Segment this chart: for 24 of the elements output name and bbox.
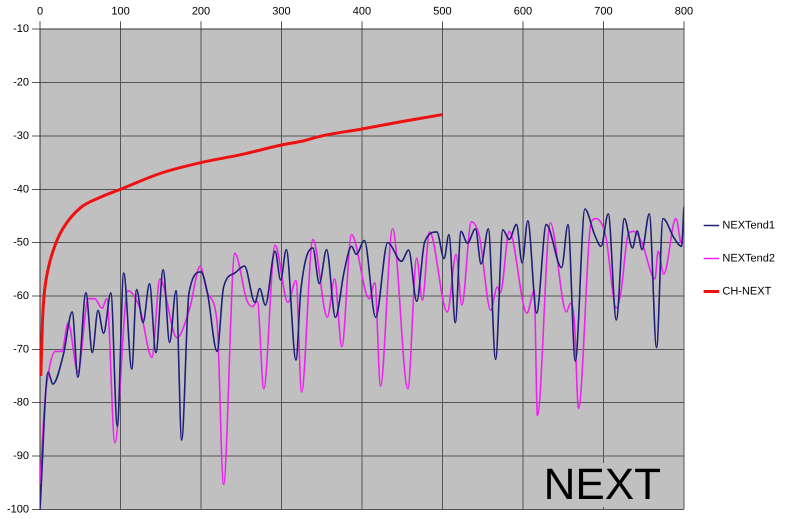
line-series xyxy=(40,113,444,378)
y-tick-label: -30 xyxy=(13,130,30,142)
x-tick-label: 300 xyxy=(272,6,291,18)
legend-label: CH-NEXT xyxy=(722,286,772,298)
x-tick-label: 500 xyxy=(433,6,452,18)
y-tick-label: -80 xyxy=(13,396,30,409)
x-tick-label: 200 xyxy=(192,6,210,18)
legend-label: NEXTend2 xyxy=(722,252,776,265)
x-tick-label: 100 xyxy=(111,6,130,18)
y-tick-label: -90 xyxy=(13,450,30,462)
x-tick-label: 800 xyxy=(674,6,694,18)
y-tick-label: -40 xyxy=(13,183,30,196)
x-tick-label: 400 xyxy=(352,6,372,18)
y-tick-label: -20 xyxy=(13,76,30,89)
y-tick-label: -100 xyxy=(6,503,30,516)
y-tick-label: -70 xyxy=(13,343,30,356)
y-tick-label: -50 xyxy=(13,236,30,249)
legend-label: NEXTend1 xyxy=(722,220,776,232)
y-tick-label: -60 xyxy=(13,290,30,302)
x-tick-label: 0 xyxy=(36,6,44,18)
x-tick-label: 700 xyxy=(594,6,613,18)
y-tick-label: -10 xyxy=(13,23,30,36)
x-tick-label: 600 xyxy=(514,6,532,18)
annotation: NEXT xyxy=(544,460,661,509)
